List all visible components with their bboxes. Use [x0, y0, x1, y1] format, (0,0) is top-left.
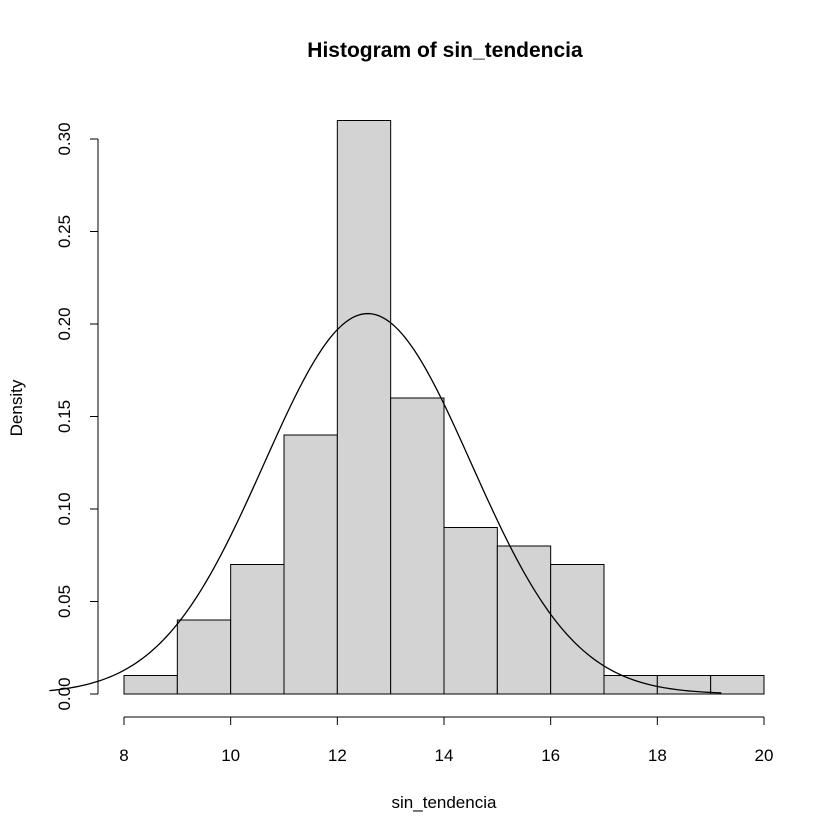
- histogram-bar: [123, 675, 178, 695]
- chart-title: Histogram of sin_tendencia: [307, 39, 583, 62]
- x-tick-label: 8: [119, 746, 128, 765]
- histogram-bar: [390, 397, 445, 695]
- y-tick-label: 0.20: [55, 307, 74, 340]
- histogram-bar: [443, 527, 498, 695]
- x-tick-label: 12: [328, 746, 347, 765]
- x-axis-label: sin_tendencia: [392, 793, 497, 812]
- x-tick-label: 20: [755, 746, 774, 765]
- histogram-bar: [336, 120, 392, 695]
- y-tick-label: 0.15: [55, 400, 74, 433]
- histogram-bar: [496, 545, 552, 695]
- x-tick-label: 10: [221, 746, 240, 765]
- histogram-bar: [710, 675, 765, 695]
- y-tick-label: 0.30: [55, 122, 74, 155]
- y-tick-label: 0.10: [55, 492, 74, 525]
- density-curve: [49, 312, 722, 694]
- x-tick-label: 18: [648, 746, 667, 765]
- histogram-bar: [176, 619, 232, 695]
- histogram-bar: [550, 564, 605, 695]
- histogram-bar: [230, 564, 285, 695]
- x-tick-label: 14: [435, 746, 454, 765]
- histogram-bar: [656, 675, 712, 695]
- x-tick-label: 16: [541, 746, 560, 765]
- x-axis: 8 10 12 14 16 18 20: [119, 716, 774, 765]
- y-tick-label: 0.05: [55, 585, 74, 618]
- y-tick-label: 0.25: [55, 215, 74, 248]
- y-tick-label: 0.00: [55, 677, 74, 710]
- y-axis-label: Density: [7, 379, 26, 436]
- bars-group: [123, 120, 765, 695]
- y-axis: 0.00 0.05 0.10 0.15 0.20 0.25 0.30: [55, 122, 99, 711]
- histogram-bar: [283, 434, 338, 695]
